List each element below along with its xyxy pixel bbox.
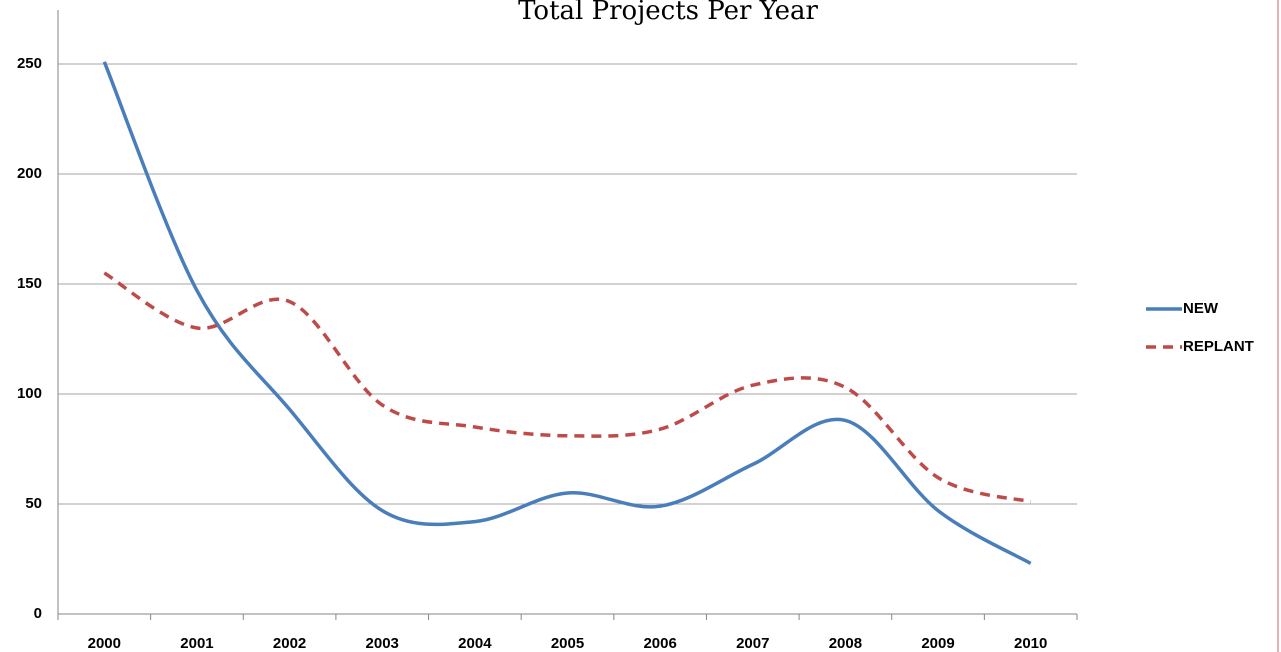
y-tick-label: 50 — [25, 495, 42, 512]
y-tick-label: 150 — [17, 275, 42, 292]
x-tick-label: 2006 — [643, 635, 676, 652]
series-line — [103, 271, 1032, 504]
series-line — [102, 61, 1032, 565]
x-tick-label: 2005 — [551, 635, 584, 652]
x-tick-label: 2001 — [180, 635, 213, 652]
x-tick-label: 2008 — [829, 635, 862, 652]
legend-label: NEW — [1183, 300, 1219, 317]
y-tick-label: 200 — [17, 165, 42, 182]
x-tick-label: 2010 — [1014, 635, 1047, 652]
legend-label: REPLANT — [1183, 338, 1254, 355]
y-tick-label: 0 — [34, 605, 42, 622]
y-tick-label: 100 — [17, 385, 42, 402]
x-tick-label: 2003 — [366, 635, 399, 652]
x-tick-label: 2007 — [736, 635, 769, 652]
x-tick-label: 2002 — [273, 635, 306, 652]
x-tick-label: 2004 — [458, 635, 492, 652]
x-tick-label: 2009 — [921, 635, 954, 652]
chart-title: Total Projects Per Year — [518, 0, 818, 26]
x-tick-label: 2000 — [88, 635, 121, 652]
y-tick-label: 250 — [17, 55, 42, 72]
